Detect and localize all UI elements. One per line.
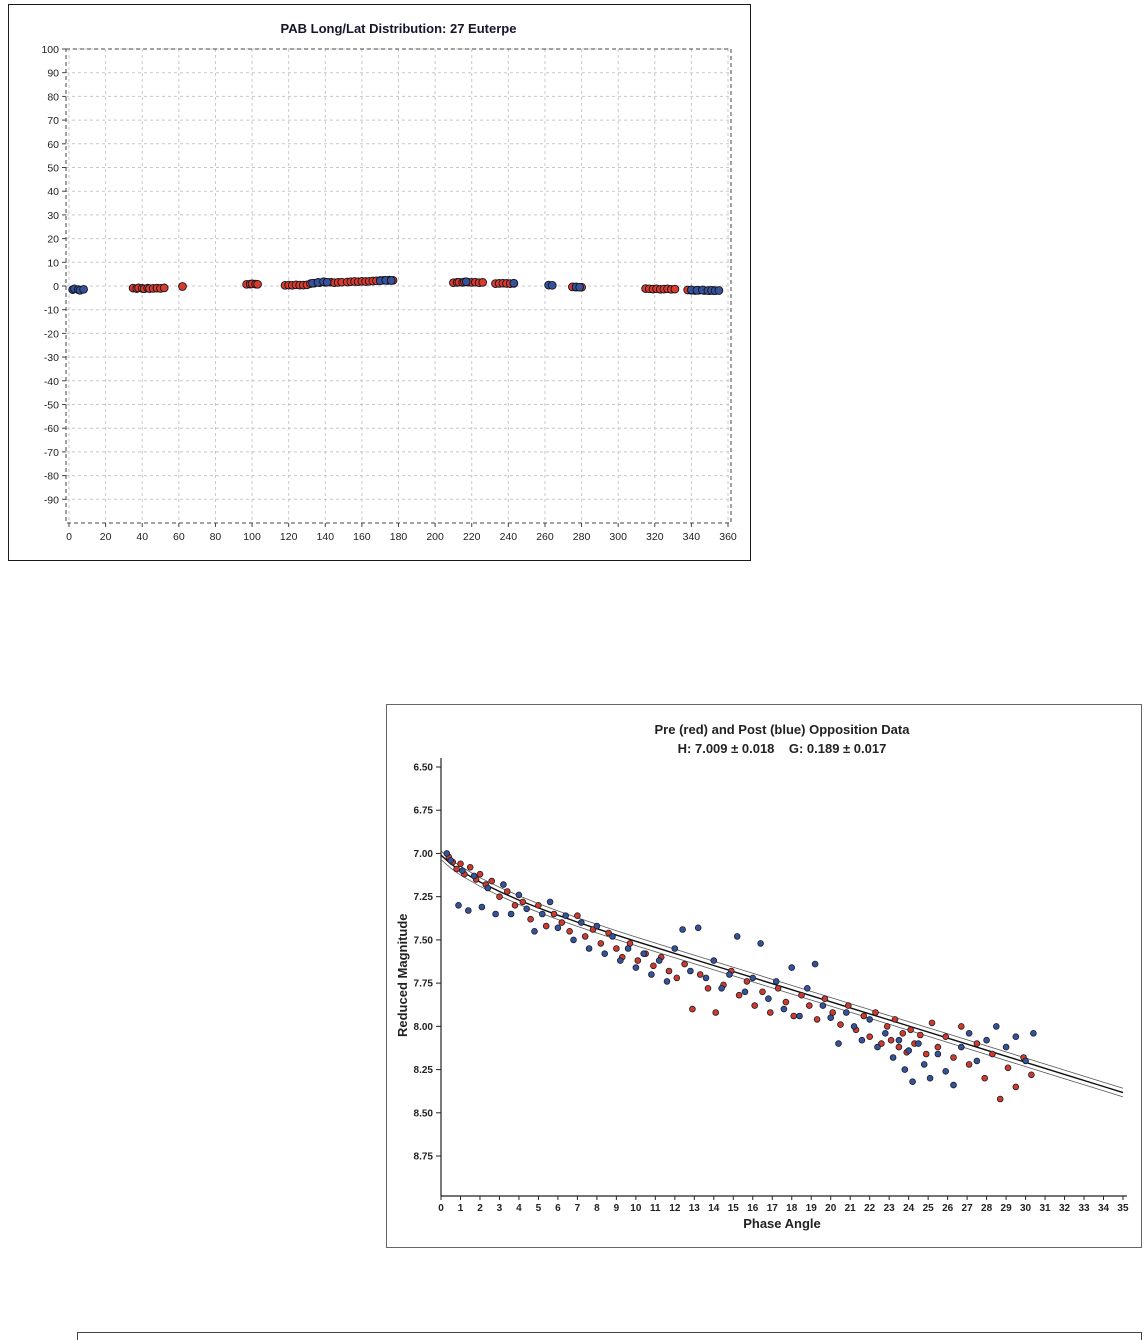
svg-text:30: 30 xyxy=(1020,1203,1032,1214)
svg-text:0: 0 xyxy=(66,531,72,543)
svg-text:60: 60 xyxy=(173,531,185,543)
svg-text:7.25: 7.25 xyxy=(414,892,434,903)
svg-text:-80: -80 xyxy=(44,471,59,483)
svg-text:4: 4 xyxy=(516,1203,522,1214)
svg-text:21: 21 xyxy=(845,1203,857,1214)
pab-longlat-scatter-chart: 0 20 40 60 80 100 120 140 160 180 200 220 240 260 280 3… xyxy=(41,44,737,543)
svg-text:60: 60 xyxy=(47,139,59,151)
svg-text:-70: -70 xyxy=(44,447,59,459)
svg-text:20: 20 xyxy=(47,234,59,246)
svg-text:7.75: 7.75 xyxy=(414,979,434,990)
svg-text:7.50: 7.50 xyxy=(414,935,434,946)
svg-text:13: 13 xyxy=(689,1203,701,1214)
x-axis-label: Phase Angle xyxy=(743,1216,821,1231)
svg-text:6.50: 6.50 xyxy=(414,763,434,774)
svg-text:29: 29 xyxy=(1001,1203,1013,1214)
svg-text:17: 17 xyxy=(767,1203,779,1214)
svg-text:19: 19 xyxy=(806,1203,818,1214)
svg-text:1: 1 xyxy=(458,1203,464,1214)
svg-text:-30: -30 xyxy=(44,352,59,364)
svg-text:100: 100 xyxy=(243,531,261,543)
phase-curve-panel: Pre (red) and Post (blue) Opposition Dat… xyxy=(386,704,1142,1248)
partial-panel-top-edge xyxy=(77,1332,1142,1340)
svg-text:9: 9 xyxy=(614,1203,620,1214)
svg-text:10: 10 xyxy=(47,257,59,269)
svg-text:8: 8 xyxy=(594,1203,600,1214)
svg-text:340: 340 xyxy=(683,531,701,543)
svg-text:260: 260 xyxy=(536,531,554,543)
svg-text:-90: -90 xyxy=(44,494,59,506)
svg-text:16: 16 xyxy=(747,1203,759,1214)
svg-text:40: 40 xyxy=(47,186,59,198)
svg-text:8.50: 8.50 xyxy=(414,1108,434,1119)
svg-text:3: 3 xyxy=(497,1203,503,1214)
svg-text:80: 80 xyxy=(47,91,59,103)
svg-text:8.75: 8.75 xyxy=(414,1152,434,1163)
svg-text:240: 240 xyxy=(500,531,518,543)
svg-text:11: 11 xyxy=(650,1203,661,1214)
svg-text:360: 360 xyxy=(719,531,737,543)
svg-text:24: 24 xyxy=(903,1203,915,1214)
phase-curve-scatter-chart: 6.50 6.75 7.00 7.25 7.50 7.75 8.00 8.25 8.50 8.75… xyxy=(414,758,1129,1214)
svg-text:23: 23 xyxy=(884,1203,896,1214)
svg-text:34: 34 xyxy=(1098,1203,1110,1214)
svg-text:2: 2 xyxy=(477,1203,483,1214)
svg-text:12: 12 xyxy=(669,1203,681,1214)
svg-text:40: 40 xyxy=(136,531,148,543)
svg-text:70: 70 xyxy=(47,115,59,127)
svg-text:140: 140 xyxy=(317,531,335,543)
phase-chart-hg-subtitle: H: 7.009 ± 0.018 G: 0.189 ± 0.017 xyxy=(677,741,887,756)
svg-text:8.00: 8.00 xyxy=(414,1022,434,1033)
svg-text:27: 27 xyxy=(962,1203,974,1214)
svg-text:6: 6 xyxy=(555,1203,561,1214)
svg-text:90: 90 xyxy=(47,68,59,80)
svg-text:20: 20 xyxy=(100,531,112,543)
svg-text:200: 200 xyxy=(426,531,444,543)
svg-text:31: 31 xyxy=(1039,1203,1051,1214)
svg-text:320: 320 xyxy=(646,531,664,543)
svg-text:26: 26 xyxy=(942,1203,954,1214)
pab-longlat-panel: PAB Long/Lat Distribution: 27 Euterpe 0 2… xyxy=(8,4,751,561)
svg-text:10: 10 xyxy=(630,1203,642,1214)
svg-text:160: 160 xyxy=(353,531,371,543)
svg-text:15: 15 xyxy=(728,1203,740,1214)
svg-text:18: 18 xyxy=(786,1203,798,1214)
svg-text:22: 22 xyxy=(864,1203,876,1214)
pab-chart-title: PAB Long/Lat Distribution: 27 Euterpe xyxy=(280,21,517,36)
svg-text:100: 100 xyxy=(41,44,59,56)
svg-text:20: 20 xyxy=(825,1203,837,1214)
phase-chart-title: Pre (red) and Post (blue) Opposition Dat… xyxy=(654,722,910,737)
svg-text:33: 33 xyxy=(1078,1203,1090,1214)
svg-text:-60: -60 xyxy=(44,423,59,435)
svg-text:7: 7 xyxy=(575,1203,581,1214)
svg-text:32: 32 xyxy=(1059,1203,1071,1214)
svg-text:180: 180 xyxy=(390,531,408,543)
svg-text:8.25: 8.25 xyxy=(414,1065,434,1076)
svg-text:-40: -40 xyxy=(44,376,59,388)
svg-text:120: 120 xyxy=(280,531,298,543)
svg-text:-20: -20 xyxy=(44,328,59,340)
svg-text:-10: -10 xyxy=(44,305,59,317)
svg-text:-50: -50 xyxy=(44,400,59,412)
svg-text:50: 50 xyxy=(47,163,59,175)
svg-text:280: 280 xyxy=(573,531,591,543)
svg-text:30: 30 xyxy=(47,210,59,222)
svg-text:0: 0 xyxy=(438,1203,444,1214)
svg-text:7.00: 7.00 xyxy=(414,849,434,860)
svg-text:0: 0 xyxy=(53,281,59,293)
svg-text:5: 5 xyxy=(536,1203,542,1214)
svg-text:14: 14 xyxy=(708,1203,720,1214)
svg-text:6.75: 6.75 xyxy=(414,806,434,817)
svg-text:300: 300 xyxy=(609,531,627,543)
svg-text:80: 80 xyxy=(210,531,222,543)
svg-text:25: 25 xyxy=(923,1203,935,1214)
svg-text:35: 35 xyxy=(1117,1203,1129,1214)
svg-text:220: 220 xyxy=(463,531,481,543)
svg-text:28: 28 xyxy=(981,1203,993,1214)
